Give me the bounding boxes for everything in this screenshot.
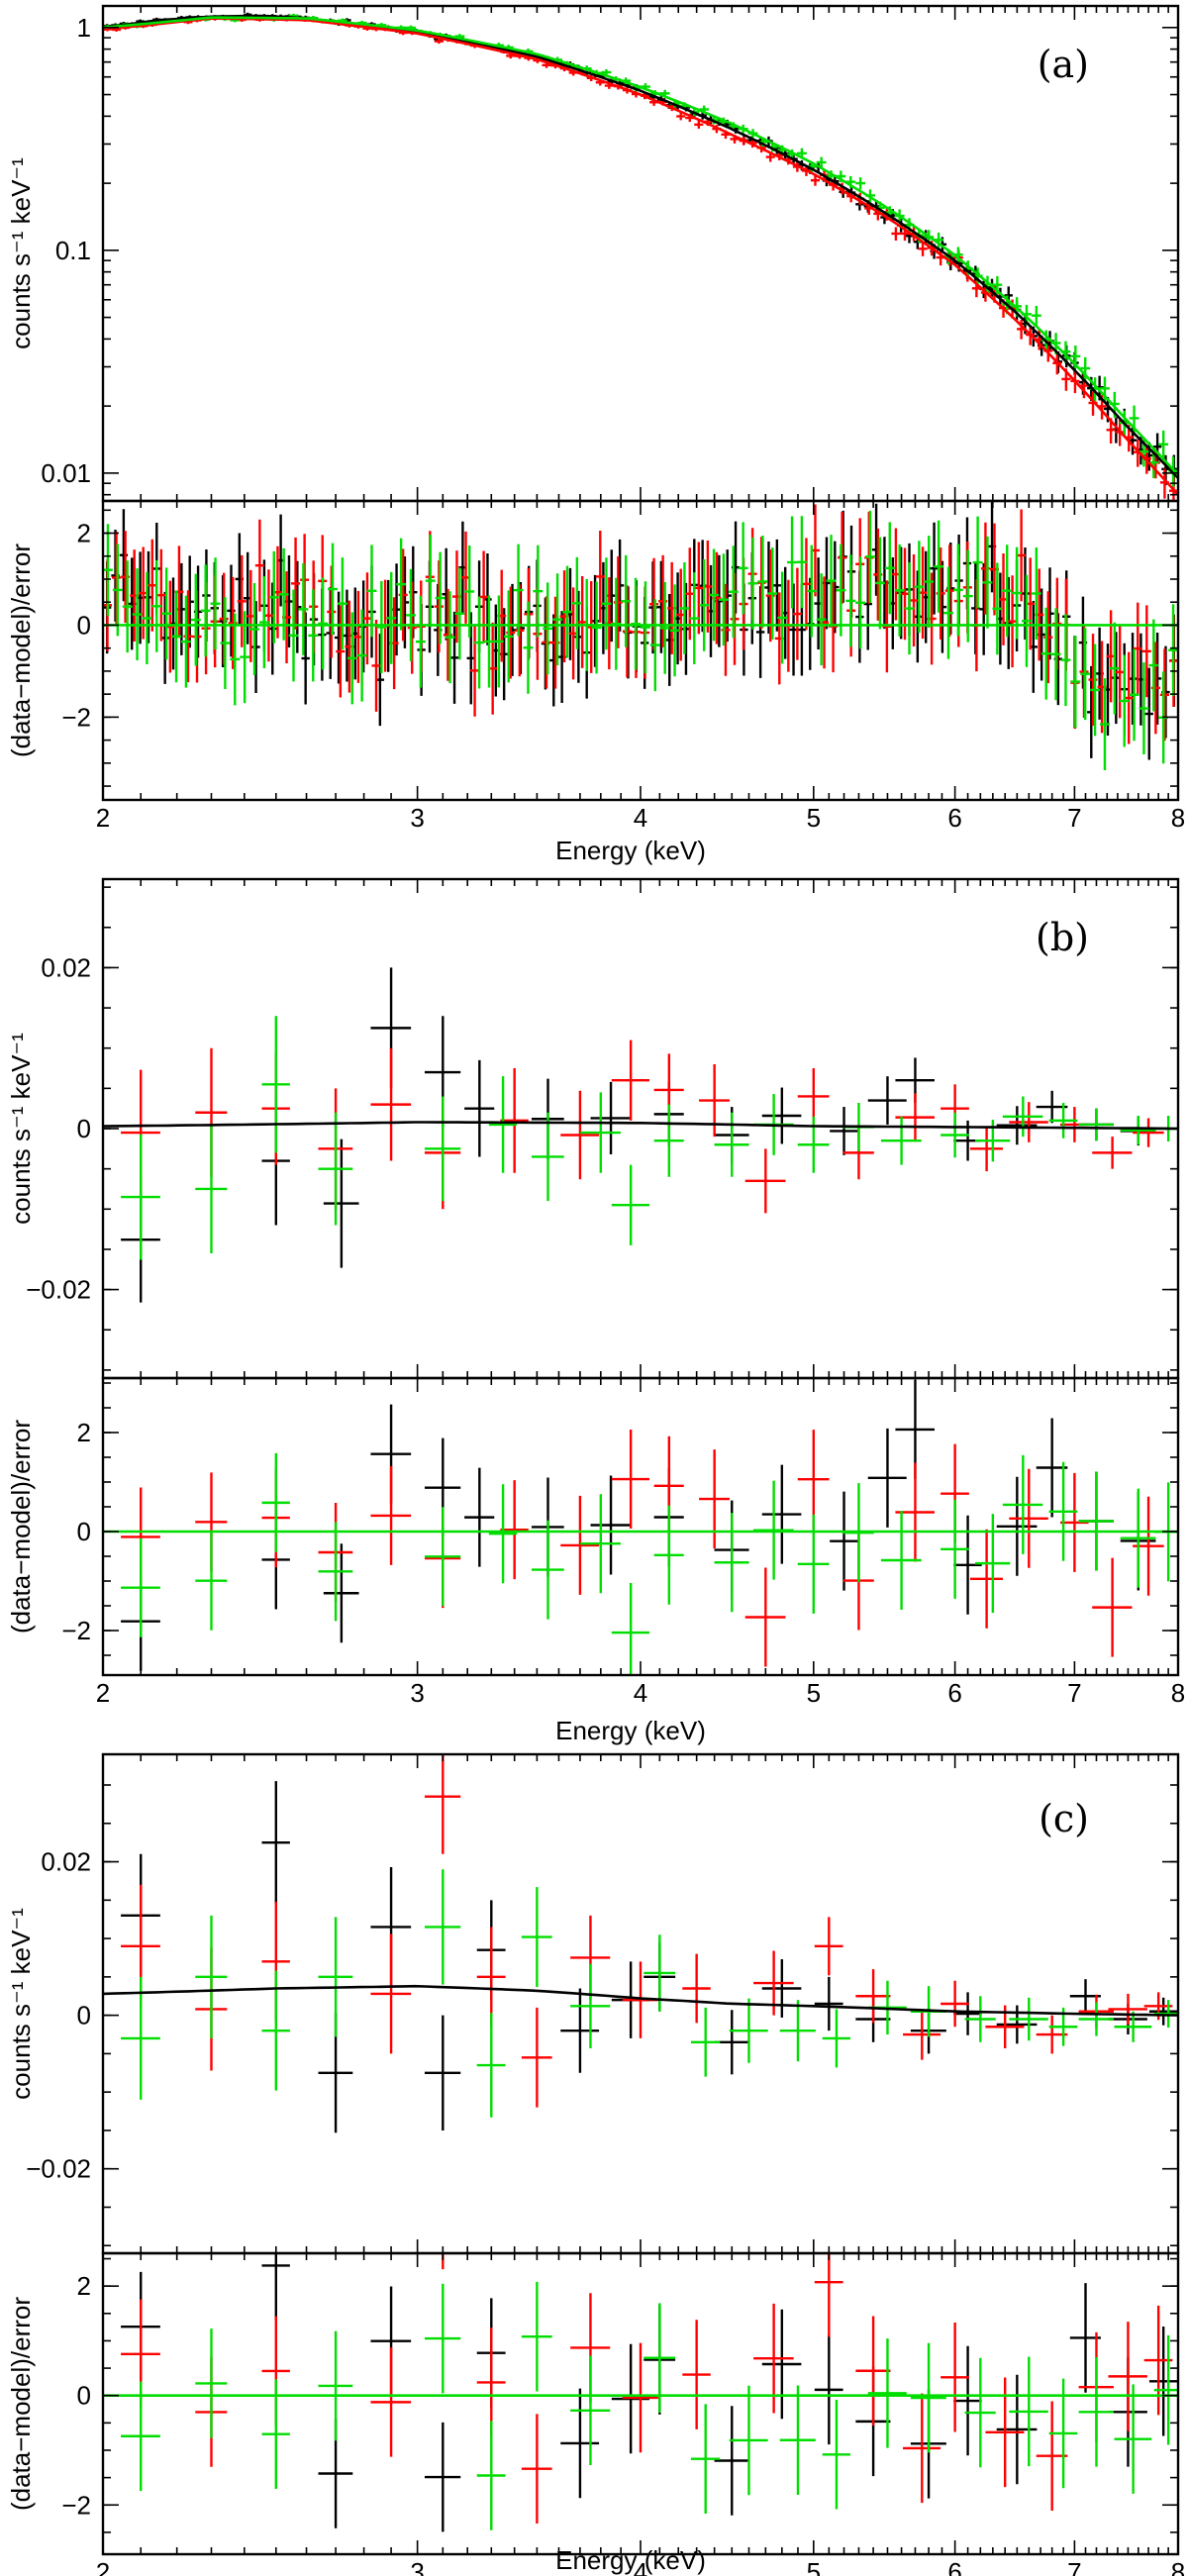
y-tick-label: 0 — [77, 2381, 91, 2411]
y-tick-label: 1 — [77, 13, 91, 43]
y-tick-label: 0 — [77, 610, 91, 640]
panel-label: (a) — [1038, 43, 1089, 86]
residual-plot-area — [103, 2253, 1178, 2532]
panel-b: 2 3 4 5 6 7 8 Energy (keV) 0.02 0 −0.02 2 0 −2 counts … — [6, 877, 1185, 1745]
x-tick-label: 6 — [947, 2557, 961, 2576]
spectrum-frame — [101, 4, 1180, 503]
x-tick-label: 6 — [947, 803, 961, 833]
y-tick-label: 0.02 — [41, 1847, 91, 1877]
y-tick-label: 2 — [77, 519, 91, 548]
y-tick-label: 0 — [77, 2001, 91, 2031]
x-tick-label: 5 — [807, 2557, 821, 2576]
residual-plot-area — [103, 501, 1178, 771]
x-tick-label: 5 — [807, 1678, 821, 1708]
model-line — [103, 1121, 1178, 1131]
x-tick-label: 8 — [1171, 2557, 1185, 2576]
model-line — [103, 1984, 1178, 2017]
x-tick-label: 8 — [1171, 1678, 1185, 1708]
y-tick-label: −2 — [61, 702, 91, 732]
y-axis-label: counts s⁻¹ keV⁻¹ — [6, 1908, 36, 2100]
x-tick-label: 7 — [1067, 803, 1081, 833]
panel-a: 2 3 4 5 6 7 8 Energy (keV) 1 0.1 0.01 2 0 −2 counts s⁻… — [6, 4, 1185, 865]
y-tick-label: −2 — [61, 1616, 91, 1645]
y-tick-label: 0 — [77, 1517, 91, 1546]
panel-label: (b) — [1036, 916, 1089, 959]
y-tick-label: −0.02 — [26, 1275, 91, 1305]
x-tick-label: 2 — [96, 2557, 110, 2576]
x-tick-label: 4 — [634, 803, 647, 833]
x-tick-label: 5 — [807, 803, 821, 833]
model-line-black — [103, 14, 1178, 479]
x-tick-label: 4 — [634, 2557, 647, 2576]
y-tick-label: 0 — [77, 1114, 91, 1143]
spectrum-plot-area — [103, 1754, 1178, 2133]
x-tick-label: 7 — [1067, 1678, 1081, 1708]
panel-c: 2 3 4 5 6 7 8 Energy (keV) 0.02 0 −0.02 2 0 −2 counts … — [6, 1752, 1185, 2576]
y-tick-label: 0.02 — [41, 952, 91, 982]
residual-axis-label: (data−model)/error — [6, 2297, 36, 2511]
x-tick-label: 2 — [96, 803, 110, 833]
residual-axis-label: (data−model)/error — [6, 544, 36, 757]
y-axis-label: counts s⁻¹ keV⁻¹ — [6, 157, 36, 349]
y-tick-label: 2 — [77, 2271, 91, 2301]
spectrum-plot-area — [103, 12, 1178, 501]
y-tick-label: −2 — [61, 2490, 91, 2520]
residual-axis-label: (data−model)/error — [6, 1420, 36, 1634]
x-tick-label: 8 — [1171, 803, 1185, 833]
x-tick-label: 7 — [1067, 2557, 1081, 2576]
x-tick-label: 3 — [410, 1678, 424, 1708]
x-tick-label: 2 — [96, 1678, 110, 1708]
x-axis-label: Energy (keV) — [555, 1716, 706, 1745]
x-tick-label: 6 — [947, 1678, 961, 1708]
y-tick-label: −0.02 — [26, 2154, 91, 2184]
y-tick-label: 0.01 — [41, 458, 91, 488]
y-tick-label: 2 — [77, 1418, 91, 1447]
y-axis-label: counts s⁻¹ keV⁻¹ — [6, 1033, 36, 1225]
panel-label: (c) — [1039, 1797, 1089, 1840]
model-line-green — [103, 16, 1178, 476]
y-tick-label: 0.1 — [55, 236, 91, 265]
x-tick-label: 4 — [634, 1678, 647, 1708]
x-tick-label: 3 — [410, 803, 424, 833]
residual-plot-area — [103, 1379, 1178, 1675]
x-axis-label: Energy (keV) — [555, 2545, 706, 2575]
x-tick-label: 3 — [410, 2557, 424, 2576]
model-line-red — [103, 17, 1178, 496]
x-axis-label: Energy (keV) — [555, 836, 706, 865]
spectrum-plot-area — [103, 967, 1178, 1303]
